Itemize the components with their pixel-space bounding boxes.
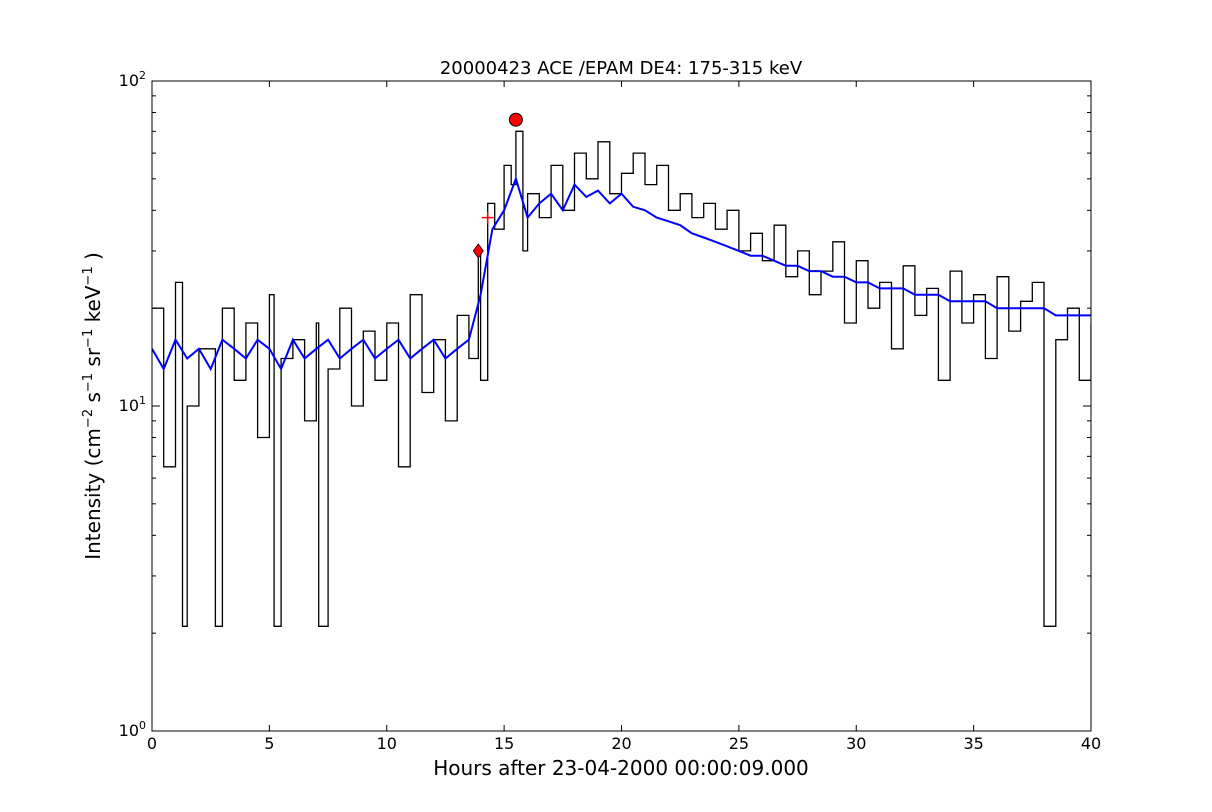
y-axis-label-exp-4: −1 — [81, 266, 96, 285]
data-series-1 — [152, 130, 1091, 627]
y-tick-label: 101 — [119, 394, 146, 415]
y-axis-label-part-sr: sr — [81, 347, 105, 373]
x-tick-label: 30 — [846, 734, 866, 753]
y-axis-label-exp-2: −1 — [81, 373, 96, 392]
plot-area: 0 5 10 15 20 25 30 35 40 100 101 102 — [119, 69, 1102, 753]
x-tick-label: 0 — [147, 734, 157, 753]
x-tick-label: 10 — [377, 734, 397, 753]
y-axis-label: Intensity (cm−2 s−1 sr−1 keV−1 ) — [81, 252, 105, 560]
data-series-2 — [152, 175, 1091, 372]
y-axis-label-part-s: s — [81, 392, 105, 409]
x-tick-label: 40 — [1081, 734, 1101, 753]
y-axis-label-part-kev: keV — [81, 285, 105, 329]
y-tick-label: 100 — [119, 719, 146, 740]
y-axis-label-main: Intensity (cm — [81, 428, 105, 560]
x-tick-label: 20 — [611, 734, 631, 753]
x-tick-label: 15 — [494, 734, 514, 753]
chart-title: 20000423 ACE /EPAM DE4: 175-315 keV — [440, 58, 803, 79]
peak-marker-circle — [508, 112, 523, 127]
onset-marker-diamond — [472, 243, 484, 259]
y-tick-label: 102 — [119, 69, 146, 90]
x-tick-label: 5 — [264, 734, 274, 753]
y-axis-label-exp-1: −2 — [81, 409, 96, 428]
marker-plus — [481, 211, 494, 224]
x-axis-label: Hours after 23-04-2000 00:00:09.000 — [433, 756, 809, 780]
y-axis-label-exp-3: −1 — [81, 329, 96, 348]
x-tick-label: 35 — [963, 734, 983, 753]
x-tick-label: 25 — [729, 734, 749, 753]
y-axis-label-close: ) — [81, 252, 105, 266]
